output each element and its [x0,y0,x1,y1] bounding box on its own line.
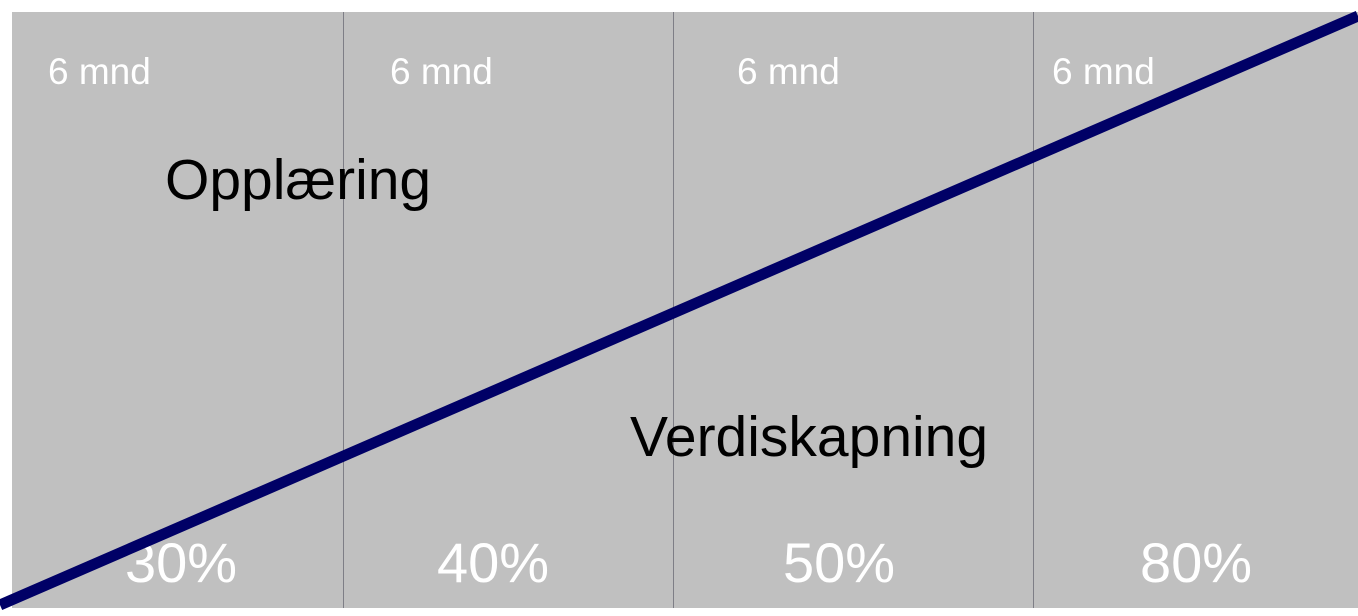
phase-4-percentage: 80% [1140,531,1253,594]
phase-3-duration: 6 mnd [737,51,840,92]
value-creation-area-label: Verdiskapning [630,405,989,469]
training-area-label: Opplæring [165,148,432,212]
trend-line [0,10,1358,611]
phase-4-duration: 6 mnd [1052,51,1155,92]
phase-divider-1 [343,12,344,608]
phase-divider-3 [1033,12,1034,608]
phase-2-percentage: 40% [437,531,550,594]
phase-3-percentage: 50% [783,531,896,594]
phase-1-duration: 6 mnd [48,51,151,92]
phase-2-duration: 6 mnd [390,51,493,92]
